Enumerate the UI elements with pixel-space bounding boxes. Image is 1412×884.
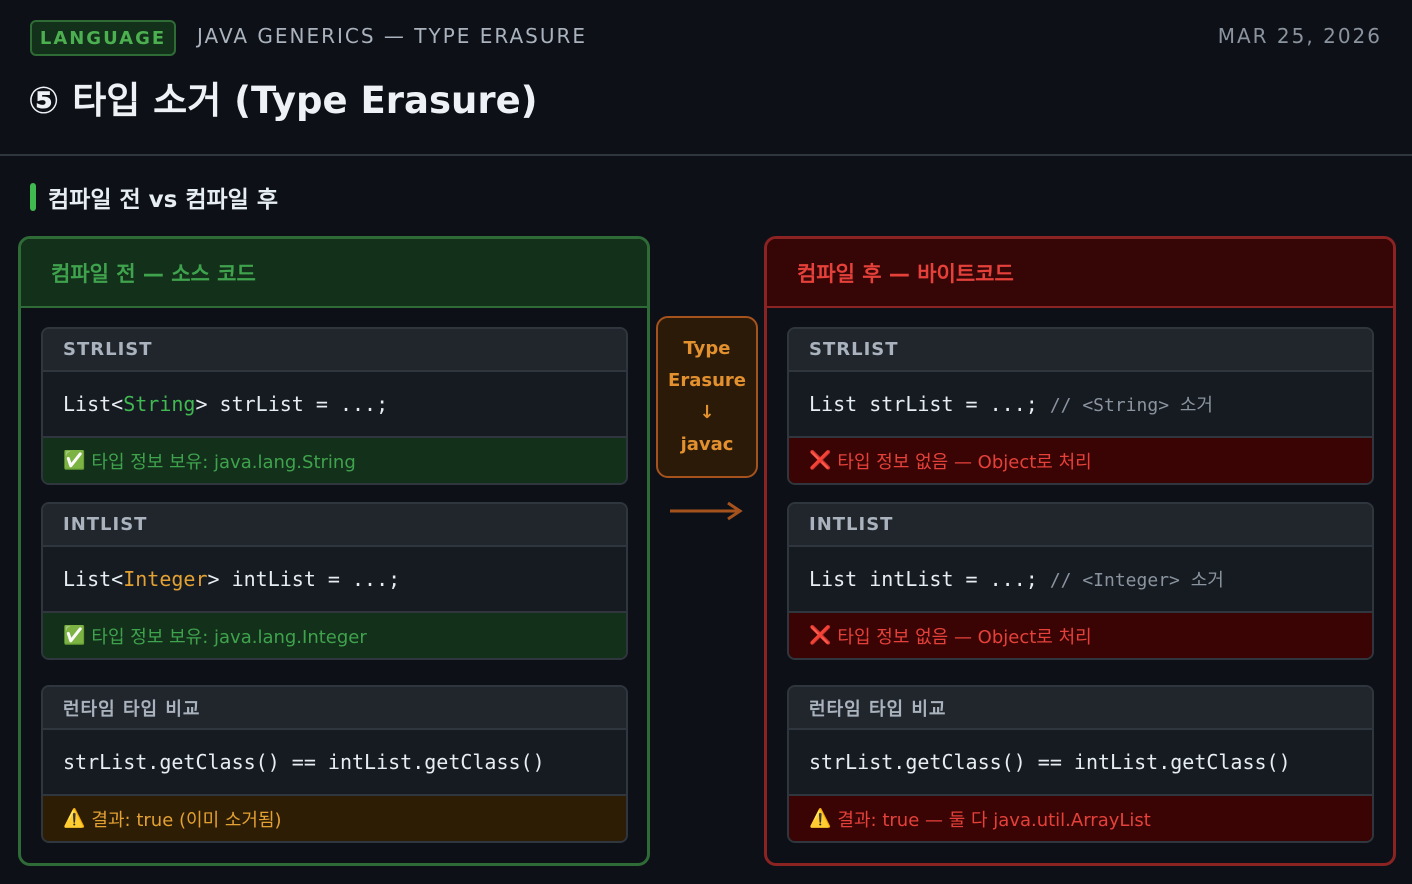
- code-line: List intList = ...; // <Integer> 소거: [789, 547, 1372, 613]
- check-icon: ✅: [63, 625, 86, 646]
- runtime-compare-card: 런타임 타입 비교 strList.getClass() == intList.…: [787, 685, 1374, 843]
- before-compile-panel: 컴파일 전 — 소스 코드 STRLIST List< String > strLi…: [18, 236, 650, 866]
- card-label: INTLIST: [789, 504, 1372, 547]
- status-row: ✅ 타입 정보 보유: java.lang.Integer: [43, 613, 626, 658]
- panel-title: 컴파일 전 — 소스 코드: [21, 239, 647, 308]
- runtime-compare-card: 런타임 타입 비교 strList.getClass() == intList.…: [41, 685, 628, 843]
- type-erasure-box: Type Erasure ↓ javac: [656, 316, 758, 478]
- category-badge: LANGUAGE: [30, 20, 176, 56]
- breadcrumb: JAVA GENERICS — TYPE ERASURE: [197, 24, 588, 48]
- page-title: ⑤ 타입 소거 (Type Erasure): [28, 79, 538, 122]
- card-label: STRLIST: [789, 329, 1372, 372]
- code-line: List strList = ...; // <String> 소거: [789, 372, 1372, 438]
- cross-icon: ❌: [809, 450, 832, 471]
- intlist-card: INTLIST List< Integer > intList = ...; ✅ 타입…: [41, 502, 628, 660]
- strlist-card: STRLIST List< String > strList = ...; ✅ 타입 …: [41, 327, 628, 485]
- code-line: List< Integer > intList = ...;: [43, 547, 626, 613]
- panel-title: 컴파일 후 — 바이트코드: [767, 239, 1393, 308]
- card-label: 런타임 타입 비교: [43, 687, 626, 730]
- code-line: strList.getClass() == intList.getClass(): [43, 730, 626, 796]
- status-row: ✅ 타입 정보 보유: java.lang.String: [43, 438, 626, 483]
- label: javac: [680, 434, 734, 455]
- label: Type: [683, 338, 731, 359]
- accent-bar: [30, 183, 36, 211]
- card-label: 런타임 타입 비교: [789, 687, 1372, 730]
- status-row: ❌ 타입 정보 없음 — Object로 처리: [789, 613, 1372, 658]
- status-row: ❌ 타입 정보 없음 — Object로 처리: [789, 438, 1372, 483]
- divider: [0, 154, 1412, 156]
- card-label: STRLIST: [43, 329, 626, 372]
- strlist-card: STRLIST List strList = ...; // <String> …: [787, 327, 1374, 485]
- cross-icon: ❌: [809, 625, 832, 646]
- arrow-down-icon: ↓: [699, 402, 715, 423]
- status-row: ⚠️ 결과: true (이미 소거됨): [43, 796, 626, 841]
- section-title: 컴파일 전 vs 컴파일 후: [48, 187, 278, 213]
- status-row: ⚠️ 결과: true — 둘 다 java.util.ArrayList: [789, 796, 1372, 841]
- warning-icon: ⚠️: [809, 808, 832, 829]
- section-heading: 컴파일 전 vs 컴파일 후: [30, 182, 278, 213]
- code-line: strList.getClass() == intList.getClass(): [789, 730, 1372, 796]
- code-line: List< String > strList = ...;: [43, 372, 626, 438]
- arrow-right-icon: [670, 501, 743, 521]
- intlist-card: INTLIST List intList = ...; // <Integer>…: [787, 502, 1374, 660]
- date: MAR 25, 2026: [1217, 24, 1382, 48]
- label: Erasure: [668, 370, 746, 391]
- warning-icon: ⚠️: [63, 808, 86, 829]
- check-icon: ✅: [63, 450, 86, 471]
- after-compile-panel: 컴파일 후 — 바이트코드 STRLIST List strList = ...…: [764, 236, 1396, 866]
- card-label: INTLIST: [43, 504, 626, 547]
